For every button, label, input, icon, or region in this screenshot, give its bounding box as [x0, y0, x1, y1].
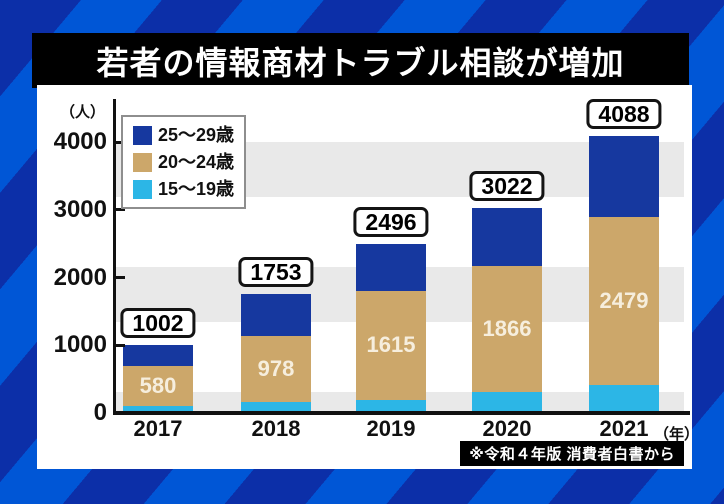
page-title: 若者の情報商材トラブル相談が増加: [96, 44, 625, 81]
y-axis-tick-label: 3000: [53, 195, 107, 223]
bar-2019: [356, 243, 426, 413]
bar-2021: [589, 136, 659, 413]
y-axis-tick-mark: [116, 208, 125, 212]
bar-segment-age-20-24: [241, 335, 311, 403]
bar-segment-age-25-29: [241, 294, 311, 336]
bar-2020: [472, 208, 542, 413]
bar-segment-value-label: 978: [257, 356, 295, 382]
x-axis-label: 2017: [133, 416, 183, 441]
legend-color-swatch: [133, 179, 152, 199]
legend-item: 15～19歳: [133, 178, 234, 200]
bar-2018: [241, 294, 311, 413]
y-axis-tick-mark: [116, 343, 125, 347]
y-axis-tick-label: 0: [93, 399, 107, 426]
bar-segment-age-15-19: [241, 402, 311, 413]
x-axis-unit-label: （年）: [654, 426, 700, 443]
source-note: ※令和４年版 消費者白書から: [460, 441, 684, 466]
legend-item-label: 25～29歳: [158, 125, 235, 145]
legend-color-swatch: [133, 152, 152, 172]
bar-segment-age-15-19: [589, 385, 659, 413]
legend-item: 20～24歳: [133, 151, 234, 173]
legend-color-swatch: [133, 125, 152, 145]
bar-segment-value-label: 580: [139, 372, 177, 398]
bar-segment-age-15-19: [472, 392, 542, 413]
x-axis-label: 2018: [251, 416, 301, 441]
y-axis-tick-mark: [116, 140, 125, 144]
x-axis-label: 2021: [599, 416, 649, 441]
legend: 25～29歳 20～24歳 15～19歳: [121, 115, 247, 209]
legend-item-label: 15～19歳: [158, 179, 235, 199]
bar-segment-age-15-19: [356, 400, 426, 413]
bar-segment-age-25-29: [356, 243, 426, 291]
bar-segment-age-25-29: [123, 345, 193, 367]
bar-total-label: 2496: [353, 206, 429, 237]
x-axis-line: [113, 411, 690, 415]
x-axis-label: 2019: [366, 416, 416, 441]
bar-segment-age-20-24: [123, 366, 193, 406]
bar-segment-value-label: 2479: [599, 288, 649, 314]
legend-item-label: 20～24歳: [158, 152, 235, 172]
title-bar: 若者の情報商材トラブル相談が増加: [32, 33, 689, 88]
bar-segment-value-label: 1866: [482, 315, 532, 341]
y-axis-tick-label: 1000: [53, 331, 107, 359]
chart-panel: （人） 4000 3000 2000 1000 0 580 1002 978 1753 1615…: [37, 85, 699, 469]
bar-total-label: 1753: [238, 257, 314, 288]
y-axis-line: [113, 99, 116, 415]
bar-segment-age-20-24: [356, 290, 426, 401]
y-axis-unit-label: （人）: [59, 104, 105, 121]
legend-item: 25～29歳: [133, 124, 234, 146]
bar-segment-age-25-29: [472, 208, 542, 266]
bar-segment-age-20-24: [589, 217, 659, 386]
bar-total-label: 1002: [120, 308, 196, 339]
y-axis-tick-mark: [116, 276, 125, 279]
bar-segment-age-25-29: [589, 136, 659, 218]
y-axis-tick-label: 2000: [53, 263, 107, 291]
bar-total-label: 4088: [586, 99, 662, 130]
bar-segment-value-label: 1615: [366, 332, 416, 358]
bar-segment-age-20-24: [472, 265, 542, 392]
plot-area: 580 1002 978 1753 1615 2496 1866 3022 2479 4088: [116, 99, 688, 413]
y-axis-tick-label: 4000: [53, 128, 107, 155]
x-axis-label: 2020: [482, 416, 532, 441]
bar-total-label: 3022: [469, 171, 545, 202]
bar-segment-age-15-19: [123, 405, 193, 413]
bar-2017: [123, 345, 193, 413]
